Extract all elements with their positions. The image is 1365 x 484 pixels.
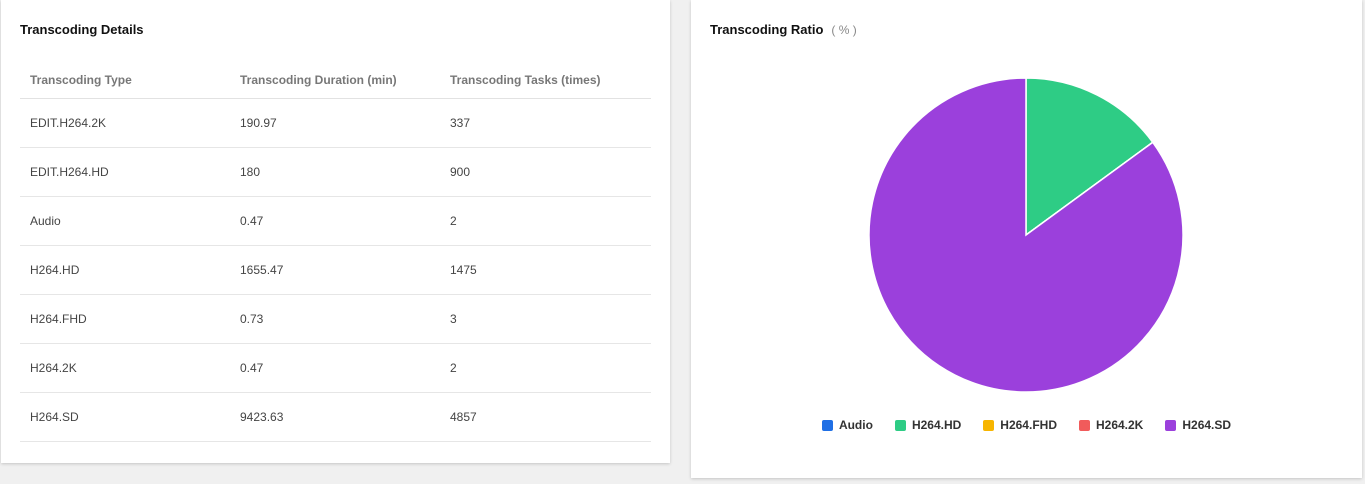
legend-swatch [821, 419, 833, 431]
legend-item-h264-fhd[interactable]: H264.FHD [983, 418, 1057, 432]
details-title: Transcoding Details [20, 22, 144, 37]
cell-type: H264.2K [20, 343, 230, 393]
cell-duration: 1655.47 [230, 245, 440, 295]
cell-duration: 0.73 [230, 294, 440, 344]
cell-type: H264.SD [20, 392, 230, 442]
cell-duration: 0.47 [230, 196, 440, 246]
cell-tasks: 337 [440, 98, 651, 148]
legend-swatch [983, 419, 995, 431]
legend-label: H264.HD [911, 418, 962, 432]
cell-duration: 180 [230, 147, 440, 197]
legend-item-h264-sd[interactable]: H264.SD [1165, 418, 1231, 432]
cell-tasks: 2 [440, 343, 651, 393]
table-header-row: Transcoding Type Transcoding Duration (m… [20, 62, 651, 99]
transcoding-ratio-card: Transcoding Ratio ( % ) Audio H264.HD H264.… [691, 0, 1362, 478]
table-row: Audio 0.47 2 [20, 196, 651, 246]
ratio-title-text: Transcoding Ratio [710, 22, 824, 37]
table-row: H264.SD 9423.63 4857 [20, 392, 651, 442]
legend-swatch [1078, 419, 1090, 431]
transcoding-details-card: Transcoding Details Transcoding Type Tra… [1, 0, 670, 463]
cell-type: Audio [20, 196, 230, 246]
table-row: EDIT.H264.2K 190.97 337 [20, 98, 651, 148]
cell-duration: 190.97 [230, 98, 440, 148]
table-row: H264.FHD 0.73 3 [20, 294, 651, 344]
legend-swatch [1165, 419, 1177, 431]
legend-item-h264-hd[interactable]: H264.HD [894, 418, 962, 432]
transcoding-ratio-pie-chart [868, 77, 1184, 393]
cell-tasks: 2 [440, 196, 651, 246]
legend-label: H264.SD [1182, 418, 1232, 432]
table-row: EDIT.H264.HD 180 900 [20, 147, 651, 197]
pie-legend: Audio H264.HD H264.FHD H264.2K H264.SD [691, 418, 1362, 432]
cell-duration: 9423.63 [230, 392, 440, 442]
cell-type: EDIT.H264.HD [20, 147, 230, 197]
transcoding-details-table: Transcoding Type Transcoding Duration (m… [20, 62, 651, 442]
legend-label: H264.2K [1095, 418, 1144, 432]
cell-type: H264.FHD [20, 294, 230, 344]
cell-tasks: 3 [440, 294, 651, 344]
legend-item-h264-2k[interactable]: H264.2K [1078, 418, 1144, 432]
cell-tasks: 4857 [440, 392, 651, 442]
table-row: H264.HD 1655.47 1475 [20, 245, 651, 295]
ratio-title: Transcoding Ratio ( % ) [710, 22, 857, 37]
cell-type: EDIT.H264.2K [20, 98, 230, 148]
cell-type: H264.HD [20, 245, 230, 295]
cell-tasks: 900 [440, 147, 651, 197]
legend-label: H264.FHD [1000, 418, 1057, 432]
column-header-tasks: Transcoding Tasks (times) [440, 62, 651, 99]
pie-slice-h264-hd[interactable] [1025, 77, 1154, 237]
column-header-type: Transcoding Type [20, 62, 230, 99]
legend-label: Audio [838, 418, 873, 432]
ratio-unit: ( % ) [831, 23, 857, 37]
cell-tasks: 1475 [440, 245, 651, 295]
cell-duration: 0.47 [230, 343, 440, 393]
legend-swatch [894, 419, 906, 431]
table-row: H264.2K 0.47 2 [20, 343, 651, 393]
column-header-duration: Transcoding Duration (min) [230, 62, 440, 99]
legend-item-audio[interactable]: Audio [821, 418, 873, 432]
pie-slice-h264-sd[interactable] [868, 77, 1184, 393]
